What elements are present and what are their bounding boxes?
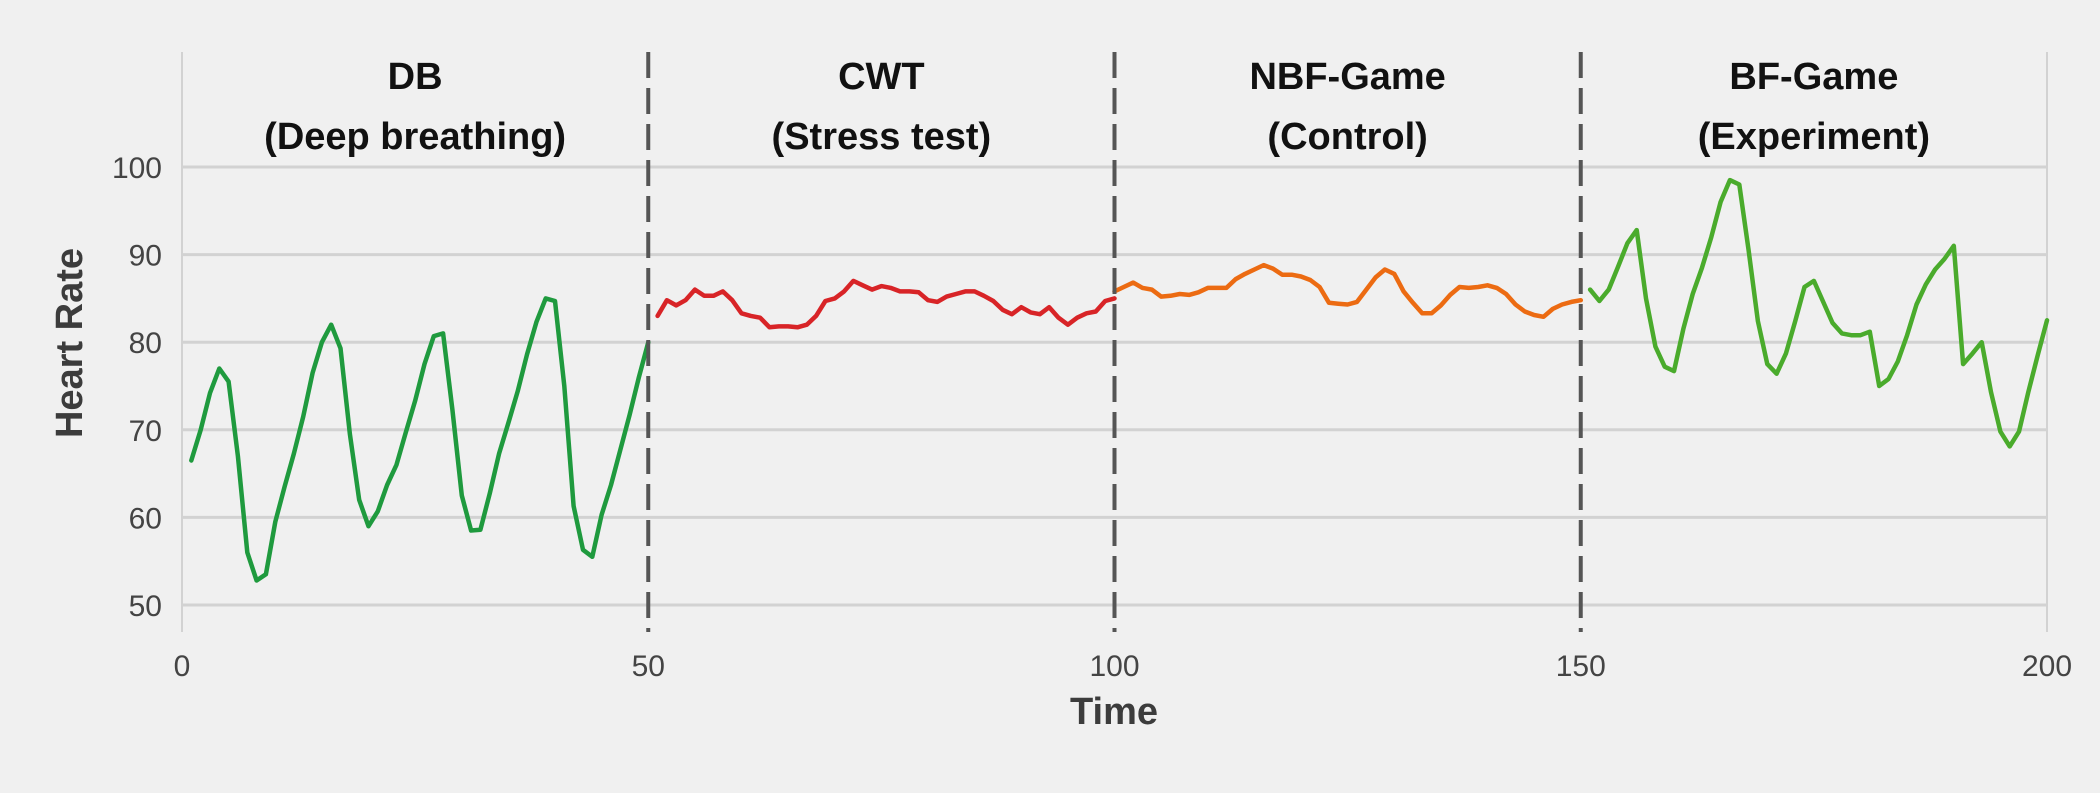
y-tick-label-50: 50 <box>129 590 162 623</box>
series-line-2 <box>655 278 1117 330</box>
y-axis-title: Heart Rate <box>49 248 91 438</box>
phase-subtitle-4: (Experiment) <box>1698 116 1930 158</box>
series-line-1 <box>189 296 651 583</box>
x-tick-label-0: 0 <box>174 650 191 683</box>
y-tick-label-90: 90 <box>129 240 162 273</box>
phase-title-3: NBF-Game <box>1249 56 1445 98</box>
phase-subtitle-1: (Deep breathing) <box>264 116 566 158</box>
labels: Time Heart Rate 50 60 70 80 90 100 0 50 100 150 20… <box>49 56 2072 733</box>
series-group <box>189 177 2050 583</box>
phase-dividers <box>646 52 1583 632</box>
phase-subtitle-3: (Control) <box>1267 116 1427 158</box>
series-line-4 <box>1587 177 2050 449</box>
y-tick-label-60: 60 <box>129 502 162 535</box>
y-tick-label-80: 80 <box>129 327 162 360</box>
x-tick-label-100: 100 <box>1089 650 1139 683</box>
phase-subtitle-2: (Stress test) <box>772 116 992 158</box>
phase-title-4: BF-Game <box>1729 56 1898 98</box>
y-tick-label-70: 70 <box>129 415 162 448</box>
series-line-3 <box>1112 262 1584 320</box>
x-tick-label-150: 150 <box>1556 650 1606 683</box>
phase-title-1: DB <box>388 56 443 98</box>
x-axis-title: Time <box>1070 691 1158 733</box>
y-tick-label-100: 100 <box>112 152 162 185</box>
x-tick-label-50: 50 <box>632 650 665 683</box>
phase-title-2: CWT <box>838 56 925 98</box>
x-tick-label-200: 200 <box>2022 650 2072 683</box>
